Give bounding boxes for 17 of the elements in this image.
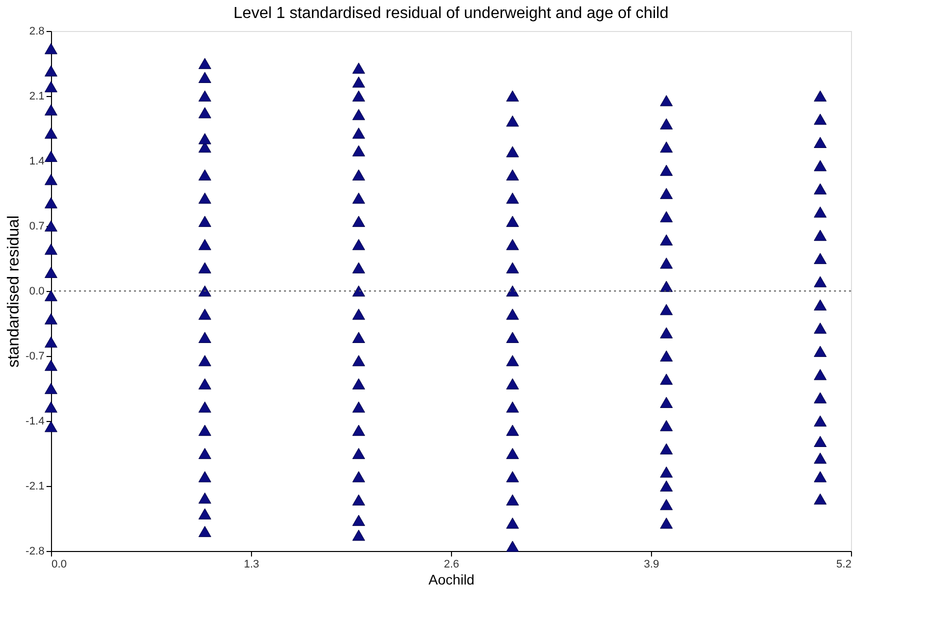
y-tick-label: 0.7 (29, 220, 44, 232)
y-tick-label: -0.7 (26, 350, 44, 362)
y-axis-title: standardised residual (6, 215, 23, 368)
y-tick-label: 0.0 (29, 286, 44, 298)
y-tick-label: -2.1 (26, 480, 44, 492)
chart-title: Level 1 standardised residual of underweight and age of child (234, 5, 668, 22)
x-tick-label: 5.2 (836, 558, 852, 570)
x-tick-label: 1.3 (244, 558, 260, 570)
y-tick-label: 2.8 (29, 26, 44, 38)
y-tick-label: 1.4 (29, 156, 44, 168)
y-tick-label: 2.1 (29, 90, 44, 102)
y-tick-label: -2.8 (26, 546, 44, 558)
x-tick-label: 2.6 (444, 558, 460, 570)
x-axis-title: Aochild (428, 572, 474, 588)
y-tick-label: -1.4 (26, 416, 44, 428)
x-tick-label: 0.0 (52, 558, 67, 570)
x-tick-label: 3.9 (644, 558, 660, 570)
